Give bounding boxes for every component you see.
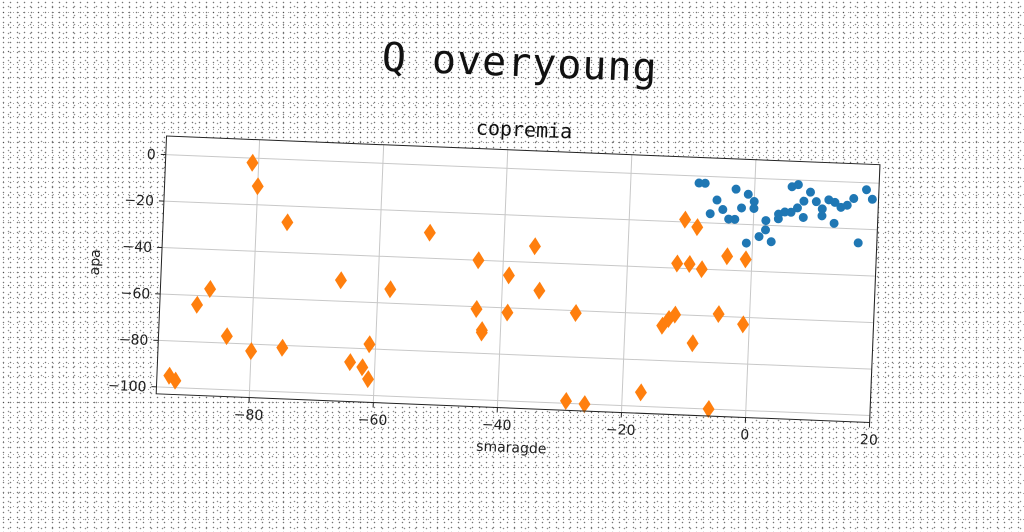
- y-tick-label: −60: [120, 285, 150, 302]
- y-tick-label: −20: [124, 192, 154, 209]
- x-axis-label: smaragde: [476, 439, 547, 458]
- y-tick-label: −80: [118, 332, 148, 349]
- y-axis-label: apa: [87, 249, 104, 276]
- y-tick-label: 0: [147, 147, 157, 163]
- x-tick-label: −80: [233, 407, 263, 424]
- x-tick-label: −60: [358, 412, 388, 429]
- x-tick-label: 20: [860, 432, 878, 449]
- x-tick-label: 0: [740, 427, 750, 443]
- y-tick-label: −100: [108, 378, 147, 396]
- x-tick-label: −20: [606, 422, 636, 439]
- y-tick-label: −40: [122, 239, 152, 256]
- x-tick-label: −40: [482, 417, 512, 434]
- chart-title: copremia: [475, 115, 572, 143]
